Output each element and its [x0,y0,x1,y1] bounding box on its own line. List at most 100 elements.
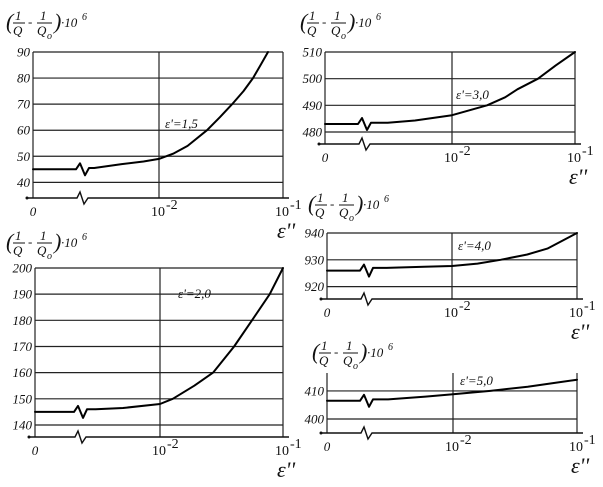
ylabel-num2: 1 [342,190,349,205]
ylabel-num: 1 [15,8,22,23]
axis-origin-dot [319,431,323,435]
ylabel-paren-close: ) [52,9,61,34]
ylabel-den: Q [315,205,325,220]
curve-annotation: ε'=4,0 [458,238,491,253]
x-tick-label: 10 [275,444,289,459]
ylabel-num2: 1 [346,338,353,353]
ylabel-paren-open: ( [312,339,321,364]
y-tick-label: 920 [305,279,325,294]
curve-annotation: ε'=1,5 [165,116,198,131]
ylabel-minus: - [330,196,334,211]
y-tick-label: 90 [17,45,31,60]
data-line [326,378,578,408]
data-line [32,51,269,177]
ylabel-den: Q [319,353,329,368]
x-tick-exponent: -2 [460,433,472,448]
x-axis-label: ε'' [569,164,587,189]
axis-origin-dot [27,435,31,439]
ylabel-multiplier: ·10 [363,197,380,212]
y-tick-label: 400 [305,411,325,426]
ylabel-exponent: 6 [376,12,381,23]
y-tick-label: 150 [13,391,33,406]
x-tick-exponent: -1 [584,433,596,448]
curve-annotation: ε'=5,0 [460,373,493,388]
ylabel-num: 1 [309,8,316,23]
ylabel-paren-open: ( [308,191,317,216]
y-tick-label: 410 [305,383,325,398]
data-line [34,267,284,419]
x-tick-exponent: -1 [290,437,302,452]
x-tick-label: 0 [32,443,39,458]
x-axis-line [319,136,581,152]
ylabel-den2-sub: o [349,213,354,224]
ylabel-paren-close: ) [52,229,61,254]
data-line [324,51,576,131]
x-tick-exponent: -2 [167,437,179,452]
ylabel-paren-open: ( [6,229,15,254]
ylabel-exponent: 6 [82,232,87,243]
ylabel-den2-sub: o [353,361,358,372]
y-tick-label: 930 [305,252,325,267]
x-tick-label: 10 [444,306,458,321]
ylabel-paren-close: ) [346,9,355,34]
y-tick-label: 140 [13,417,33,432]
ylabel-den2: Q [37,243,47,258]
x-axis-label: ε'' [571,453,589,478]
x-tick-label: 0 [324,305,331,320]
x-axis-line [29,429,289,445]
ylabel-multiplier: ·10 [355,15,372,30]
x-tick-exponent: -2 [459,299,471,314]
ylabel-paren-open: ( [6,9,15,34]
ylabel-paren-close: ) [358,339,367,364]
ylabel-num: 1 [317,190,324,205]
curve-annotation: ε'=2,0 [178,286,211,301]
ylabel-exponent: 6 [384,194,389,205]
x-tick-exponent: -1 [582,144,594,159]
curve-annotation: ε'=3,0 [456,87,489,102]
ylabel-den2: Q [339,205,349,220]
ylabel-multiplier: ·10 [367,345,384,360]
ylabel-exponent: 6 [82,12,87,23]
ylabel-den2: Q [37,23,47,38]
x-tick-label: 10 [569,306,583,321]
x-tick-label: 10 [567,151,581,166]
y-tick-label: 200 [13,261,33,276]
ylabel-den: Q [13,243,23,258]
ylabel-paren-close: ) [354,191,363,216]
ylabel-den2: Q [331,23,341,38]
y-tick-label: 160 [13,365,33,380]
x-tick-label: 10 [445,440,459,455]
x-axis-line [321,291,583,307]
y-tick-label: 500 [303,71,323,86]
y-tick-label: 170 [13,339,33,354]
x-axis-line [321,425,583,441]
ylabel-paren-open: ( [300,9,309,34]
ylabel-num2: 1 [40,228,47,243]
ylabel-exponent: 6 [388,342,393,353]
x-axis-line [27,190,289,206]
ylabel-num2: 1 [334,8,341,23]
y-tick-label: 50 [17,149,31,164]
ylabel-den2-sub: o [47,31,52,42]
ylabel-minus: - [322,14,326,29]
y-tick-label: 180 [13,313,33,328]
y-tick-label: 480 [303,125,323,140]
ylabel-minus: - [334,344,338,359]
ylabel-den2-sub: o [341,31,346,42]
y-tick-label: 80 [17,71,31,86]
x-tick-label: 10 [275,205,289,220]
y-tick-label: 510 [303,45,323,60]
ylabel-den2: Q [343,353,353,368]
ylabel-den: Q [13,23,23,38]
x-tick-exponent: -2 [459,144,471,159]
ylabel-den2-sub: o [47,251,52,262]
y-tick-label: 70 [17,97,31,112]
x-tick-exponent: -2 [166,198,178,213]
ylabel-multiplier: ·10 [61,15,78,30]
y-tick-label: 60 [17,123,31,138]
